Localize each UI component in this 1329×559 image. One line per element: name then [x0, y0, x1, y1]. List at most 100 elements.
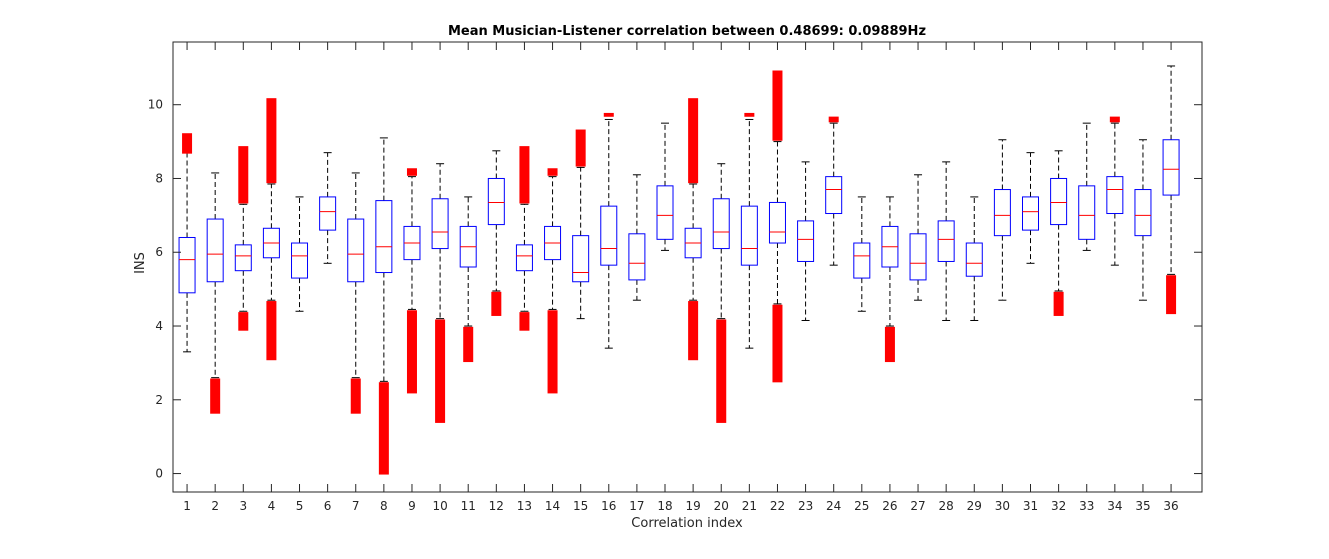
- y-tick-label: 10: [148, 98, 163, 112]
- x-tick-label: 14: [545, 499, 560, 513]
- box-group-35: [1134, 139, 1152, 301]
- box-group-30: [993, 139, 1011, 301]
- x-tick-label: 35: [1135, 499, 1150, 513]
- outlier-band: [688, 301, 699, 361]
- box-group-25: [853, 196, 871, 312]
- box-group-15: [572, 129, 590, 320]
- x-tick-label: 15: [573, 499, 588, 513]
- outlier-band: [182, 133, 193, 154]
- box-group-34: [1106, 116, 1124, 266]
- box-group-6: [319, 152, 337, 264]
- box-group-11: [459, 196, 477, 363]
- box: [234, 244, 252, 272]
- box-group-7: [347, 172, 365, 414]
- box-group-33: [1078, 122, 1096, 251]
- outlier-band: [688, 98, 699, 184]
- outlier-band: [238, 146, 249, 204]
- outlier-band: [406, 168, 417, 176]
- box: [993, 189, 1011, 237]
- box: [600, 205, 618, 266]
- box-group-17: [628, 174, 646, 301]
- outlier-band: [547, 168, 558, 176]
- outlier-band: [772, 304, 783, 383]
- box-group-28: [937, 161, 955, 321]
- box: [431, 198, 449, 250]
- box-group-31: [1022, 152, 1039, 264]
- outlier-band: [519, 312, 530, 331]
- box: [740, 205, 758, 266]
- box: [1050, 177, 1068, 226]
- x-axis-label: Correlation index: [631, 516, 743, 531]
- x-tick-label: 27: [910, 499, 925, 513]
- box: [797, 220, 815, 262]
- box-group-32: [1050, 150, 1068, 316]
- x-tick-label: 9: [408, 499, 416, 513]
- outlier-band: [744, 112, 755, 117]
- box-group-9: [403, 168, 421, 394]
- box: [1162, 139, 1180, 196]
- outlier-band: [406, 310, 417, 394]
- x-tick-label: 6: [324, 499, 332, 513]
- box: [375, 200, 393, 274]
- box-group-12: [487, 150, 505, 316]
- x-tick-label: 18: [657, 499, 672, 513]
- x-tick-label: 28: [939, 499, 954, 513]
- box: [1106, 176, 1124, 215]
- x-tick-label: 20: [714, 499, 729, 513]
- box-group-27: [909, 174, 927, 301]
- box-group-29: [965, 196, 983, 321]
- box-group-19: [684, 98, 702, 361]
- y-tick-label: 6: [155, 245, 163, 259]
- outlier-band: [266, 98, 277, 184]
- y-axis-label: INS: [133, 252, 148, 274]
- y-tick-label: 8: [155, 171, 163, 185]
- box-group-5: [291, 196, 309, 312]
- box-group-20: [712, 163, 730, 423]
- x-tick-label: 1: [183, 499, 191, 513]
- x-tick-label: 11: [461, 499, 476, 513]
- box-group-13: [515, 146, 533, 331]
- box: [347, 218, 365, 283]
- box-group-24: [825, 116, 843, 266]
- outlier-band: [716, 319, 727, 423]
- x-tick-label: 25: [854, 499, 869, 513]
- box: [656, 185, 674, 240]
- outlier-band: [772, 70, 783, 141]
- box-group-1: [178, 133, 196, 353]
- box-group-18: [656, 122, 674, 251]
- box: [291, 242, 309, 279]
- box-group-16: [600, 112, 618, 349]
- outlier-band: [603, 112, 614, 117]
- box-group-3: [234, 146, 252, 331]
- plot-frame: [172, 41, 1203, 493]
- x-tick-label: 26: [882, 499, 897, 513]
- box: [1134, 189, 1152, 237]
- x-tick-label: 13: [517, 499, 532, 513]
- box-group-2: [206, 172, 224, 414]
- x-tick-label: 31: [1023, 499, 1038, 513]
- x-tick-label: 16: [601, 499, 616, 513]
- box-group-26: [881, 196, 899, 363]
- box: [853, 242, 871, 279]
- outlier-band: [463, 326, 474, 363]
- chart-title: Mean Musician-Listener correlation betwe…: [448, 24, 926, 39]
- box: [1078, 185, 1096, 240]
- box-group-8: [375, 137, 393, 475]
- outlier-band: [519, 146, 530, 204]
- outlier-band: [378, 382, 389, 475]
- box-group-23: [797, 161, 815, 321]
- outlier-band: [210, 378, 221, 414]
- x-tick-label: 8: [380, 499, 388, 513]
- box-group-10: [431, 163, 449, 423]
- outlier-band: [491, 291, 502, 316]
- box: [1022, 196, 1039, 231]
- x-tick-label: 10: [432, 499, 447, 513]
- x-tick-label: 36: [1163, 499, 1178, 513]
- outlier-band: [435, 319, 446, 423]
- outlier-band: [350, 378, 361, 414]
- box: [572, 235, 590, 283]
- box: [319, 196, 337, 231]
- outlier-band: [884, 326, 895, 363]
- box: [909, 233, 927, 281]
